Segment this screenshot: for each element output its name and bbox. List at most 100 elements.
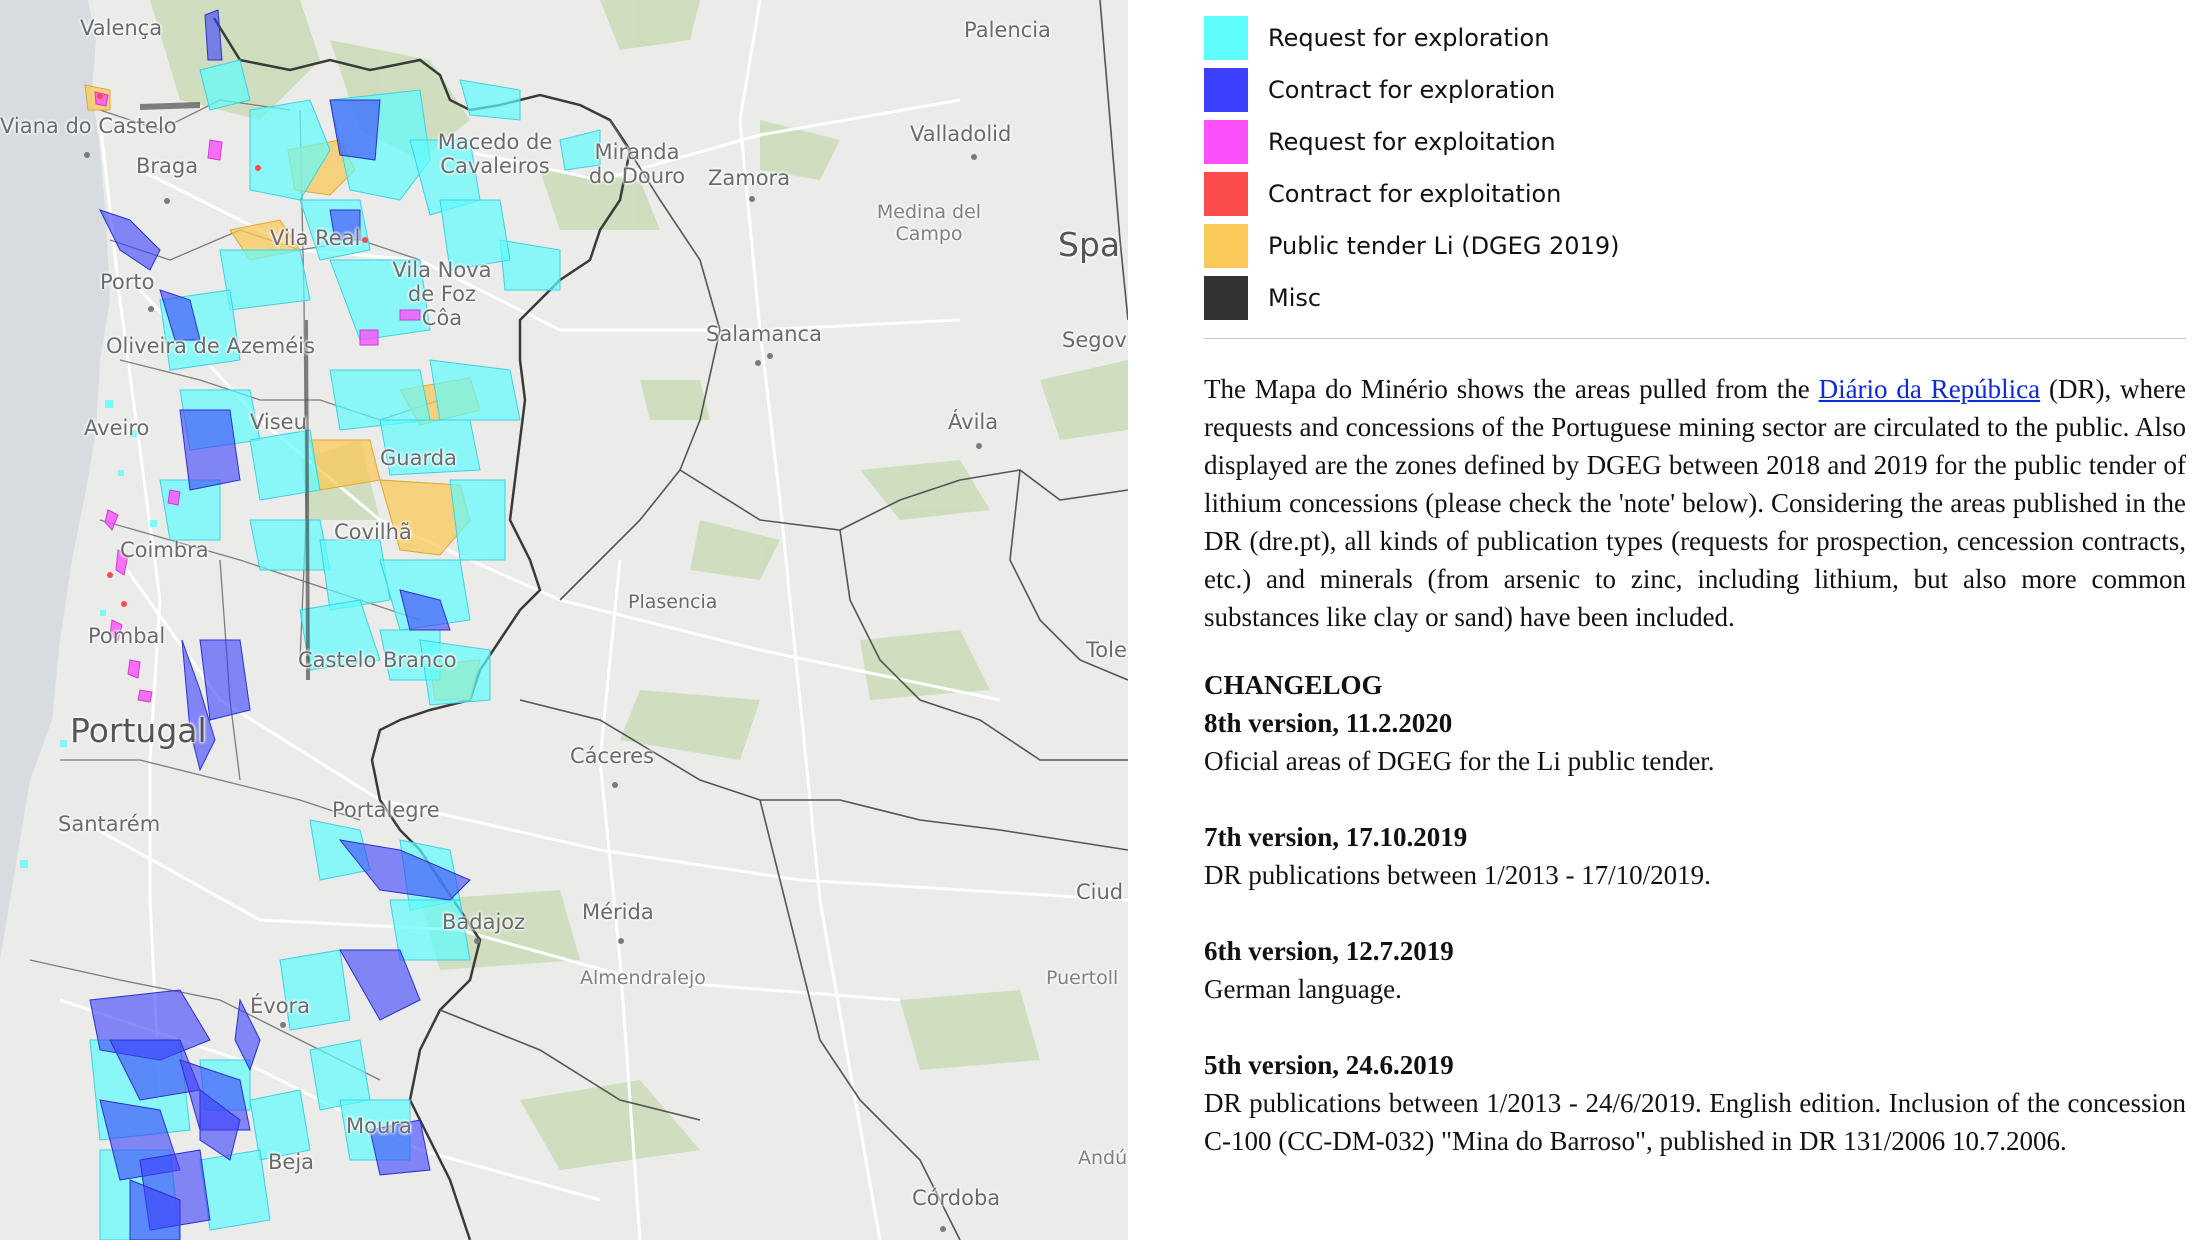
city-label: Porto bbox=[100, 270, 155, 294]
changelog-entry: 8th version, 11.2.2020 Oficial areas of … bbox=[1204, 704, 2186, 780]
legend-swatch bbox=[1204, 120, 1248, 164]
ocean bbox=[0, 0, 110, 960]
legend-item-exploration-request: Request for exploration bbox=[1204, 12, 1619, 64]
city-label: Medina del Campo bbox=[876, 201, 982, 245]
city-label: Coimbra bbox=[120, 538, 209, 562]
legend-item-exploitation-contract: Contract for exploitation bbox=[1204, 168, 1619, 220]
country-label: Spa bbox=[1058, 225, 1121, 264]
legend-swatch bbox=[1204, 68, 1248, 112]
city-label: Covilhã bbox=[334, 520, 412, 544]
legend-item-exploitation-request: Request for exploitation bbox=[1204, 116, 1619, 168]
changelog-text: Oficial areas of DGEG for the Li public … bbox=[1204, 746, 1715, 776]
city-label: Almendralejo bbox=[580, 967, 706, 989]
city-label: Viseu bbox=[250, 410, 307, 434]
city-dot bbox=[618, 938, 624, 944]
changelog-version: 6th version, 12.7.2019 bbox=[1204, 936, 1454, 966]
border-pt-es bbox=[212, 17, 632, 1240]
city-label: Beja bbox=[268, 1150, 315, 1174]
city-dot bbox=[280, 1022, 286, 1028]
changelog-text: DR publications between 1/2013 - 24/6/20… bbox=[1204, 1088, 2186, 1156]
city-label: Castelo Branco bbox=[298, 648, 457, 672]
changelog-version: 8th version, 11.2.2020 bbox=[1204, 708, 1453, 738]
legend-label: Contract for exploration bbox=[1268, 76, 1556, 104]
city-label: Guarda bbox=[380, 446, 457, 470]
city-dot bbox=[755, 360, 761, 366]
city-dot bbox=[976, 443, 982, 449]
changelog-heading: CHANGELOG bbox=[1204, 670, 1383, 700]
changelog-entry: 5th version, 24.6.2019 DR publications b… bbox=[1204, 1046, 2186, 1160]
info-panel: Request for exploration Contract for exp… bbox=[1128, 0, 2200, 1240]
city-label: Ciud bbox=[1076, 880, 1124, 904]
exploration-contracts bbox=[89, 9, 471, 1240]
intro-text: (DR), where requests and concessions of … bbox=[1204, 374, 2186, 632]
legend: Request for exploration Contract for exp… bbox=[1204, 12, 1619, 324]
legend-item-li-tender: Public tender Li (DGEG 2019) bbox=[1204, 220, 1619, 272]
divider bbox=[1204, 338, 2186, 339]
city-dot bbox=[749, 196, 755, 202]
city-label: Tole bbox=[1086, 638, 1127, 662]
changelog-text: DR publications between 1/2013 - 17/10/2… bbox=[1204, 860, 1711, 890]
intro-paragraph: The Mapa do Minério shows the areas pull… bbox=[1204, 370, 2186, 636]
city-label: Vila Nova de Foz Côa bbox=[392, 258, 492, 331]
changelog-entry: 7th version, 17.10.2019 DR publications … bbox=[1204, 818, 2186, 894]
city-label: Portalegre bbox=[332, 798, 440, 822]
city-label: Andú bbox=[1078, 1147, 1128, 1169]
city-dot bbox=[148, 306, 154, 312]
changelog-text: German language. bbox=[1204, 974, 1402, 1004]
city-label: Braga bbox=[136, 154, 199, 178]
city-label: Ávila bbox=[948, 410, 999, 434]
description: The Mapa do Minério shows the areas pull… bbox=[1204, 370, 2186, 1198]
map-canvas bbox=[0, 0, 1128, 1240]
city-dot bbox=[164, 198, 170, 204]
city-label: Plasencia bbox=[628, 591, 718, 613]
city-label: Pombal bbox=[88, 624, 166, 648]
terrain bbox=[150, 0, 1128, 1170]
city-label: Mérida bbox=[582, 900, 654, 924]
city-label: Viana do Castelo bbox=[0, 114, 177, 138]
city-dot bbox=[612, 782, 618, 788]
city-label: Miranda do Douro bbox=[588, 140, 686, 189]
coastal-speckles bbox=[20, 400, 157, 868]
province-borders bbox=[439, 0, 1128, 1240]
city-label: Oliveira de Azeméis bbox=[106, 334, 315, 358]
city-label: Salamanca bbox=[706, 322, 822, 346]
city-label: Évora bbox=[250, 994, 311, 1018]
city-dot bbox=[767, 353, 773, 359]
city-label: Moura bbox=[346, 1114, 412, 1138]
city-label: Cáceres bbox=[570, 744, 655, 768]
city-label: Badajoz bbox=[442, 910, 526, 934]
legend-swatch bbox=[1204, 172, 1248, 216]
legend-label: Public tender Li (DGEG 2019) bbox=[1268, 232, 1620, 260]
city-label: Valença bbox=[80, 16, 163, 40]
city-label: Macedo de Cavaleiros bbox=[437, 130, 553, 179]
exploitation-contracts bbox=[97, 93, 368, 607]
legend-item-exploration-contract: Contract for exploration bbox=[1204, 64, 1619, 116]
legend-item-misc: Misc bbox=[1204, 272, 1619, 324]
city-label: Córdoba bbox=[912, 1186, 1001, 1210]
legend-label: Contract for exploitation bbox=[1268, 180, 1562, 208]
legend-label: Request for exploitation bbox=[1268, 128, 1556, 156]
city-label: Puertoll bbox=[1046, 967, 1119, 989]
city-dot bbox=[84, 152, 90, 158]
city-label: Santarém bbox=[58, 812, 161, 836]
changelog: CHANGELOG 8th version, 11.2.2020 Oficial… bbox=[1204, 666, 2186, 1160]
intro-text: The Mapa do Minério shows the areas pull… bbox=[1204, 374, 1819, 404]
misc-areas bbox=[140, 102, 310, 680]
diario-da-republica-link[interactable]: Diário da República bbox=[1818, 374, 2041, 404]
map-view[interactable]: Valença Viana do Castelo Braga Porto Oli… bbox=[0, 0, 1128, 1240]
changelog-version: 5th version, 24.6.2019 bbox=[1204, 1050, 1454, 1080]
country-label: Portugal bbox=[70, 711, 207, 750]
changelog-entry: 6th version, 12.7.2019 German language. bbox=[1204, 932, 2186, 1008]
city-label: Palencia bbox=[964, 18, 1051, 42]
city-label: Aveiro bbox=[84, 416, 150, 440]
city-dot bbox=[474, 938, 480, 944]
legend-label: Request for exploration bbox=[1268, 24, 1550, 52]
changelog-version: 7th version, 17.10.2019 bbox=[1204, 822, 1468, 852]
legend-swatch bbox=[1204, 224, 1248, 268]
legend-swatch bbox=[1204, 276, 1248, 320]
legend-swatch bbox=[1204, 16, 1248, 60]
city-label: Zamora bbox=[708, 166, 791, 190]
city-dot bbox=[940, 1226, 946, 1232]
city-label: Valladolid bbox=[910, 122, 1012, 146]
city-dot bbox=[971, 154, 977, 160]
